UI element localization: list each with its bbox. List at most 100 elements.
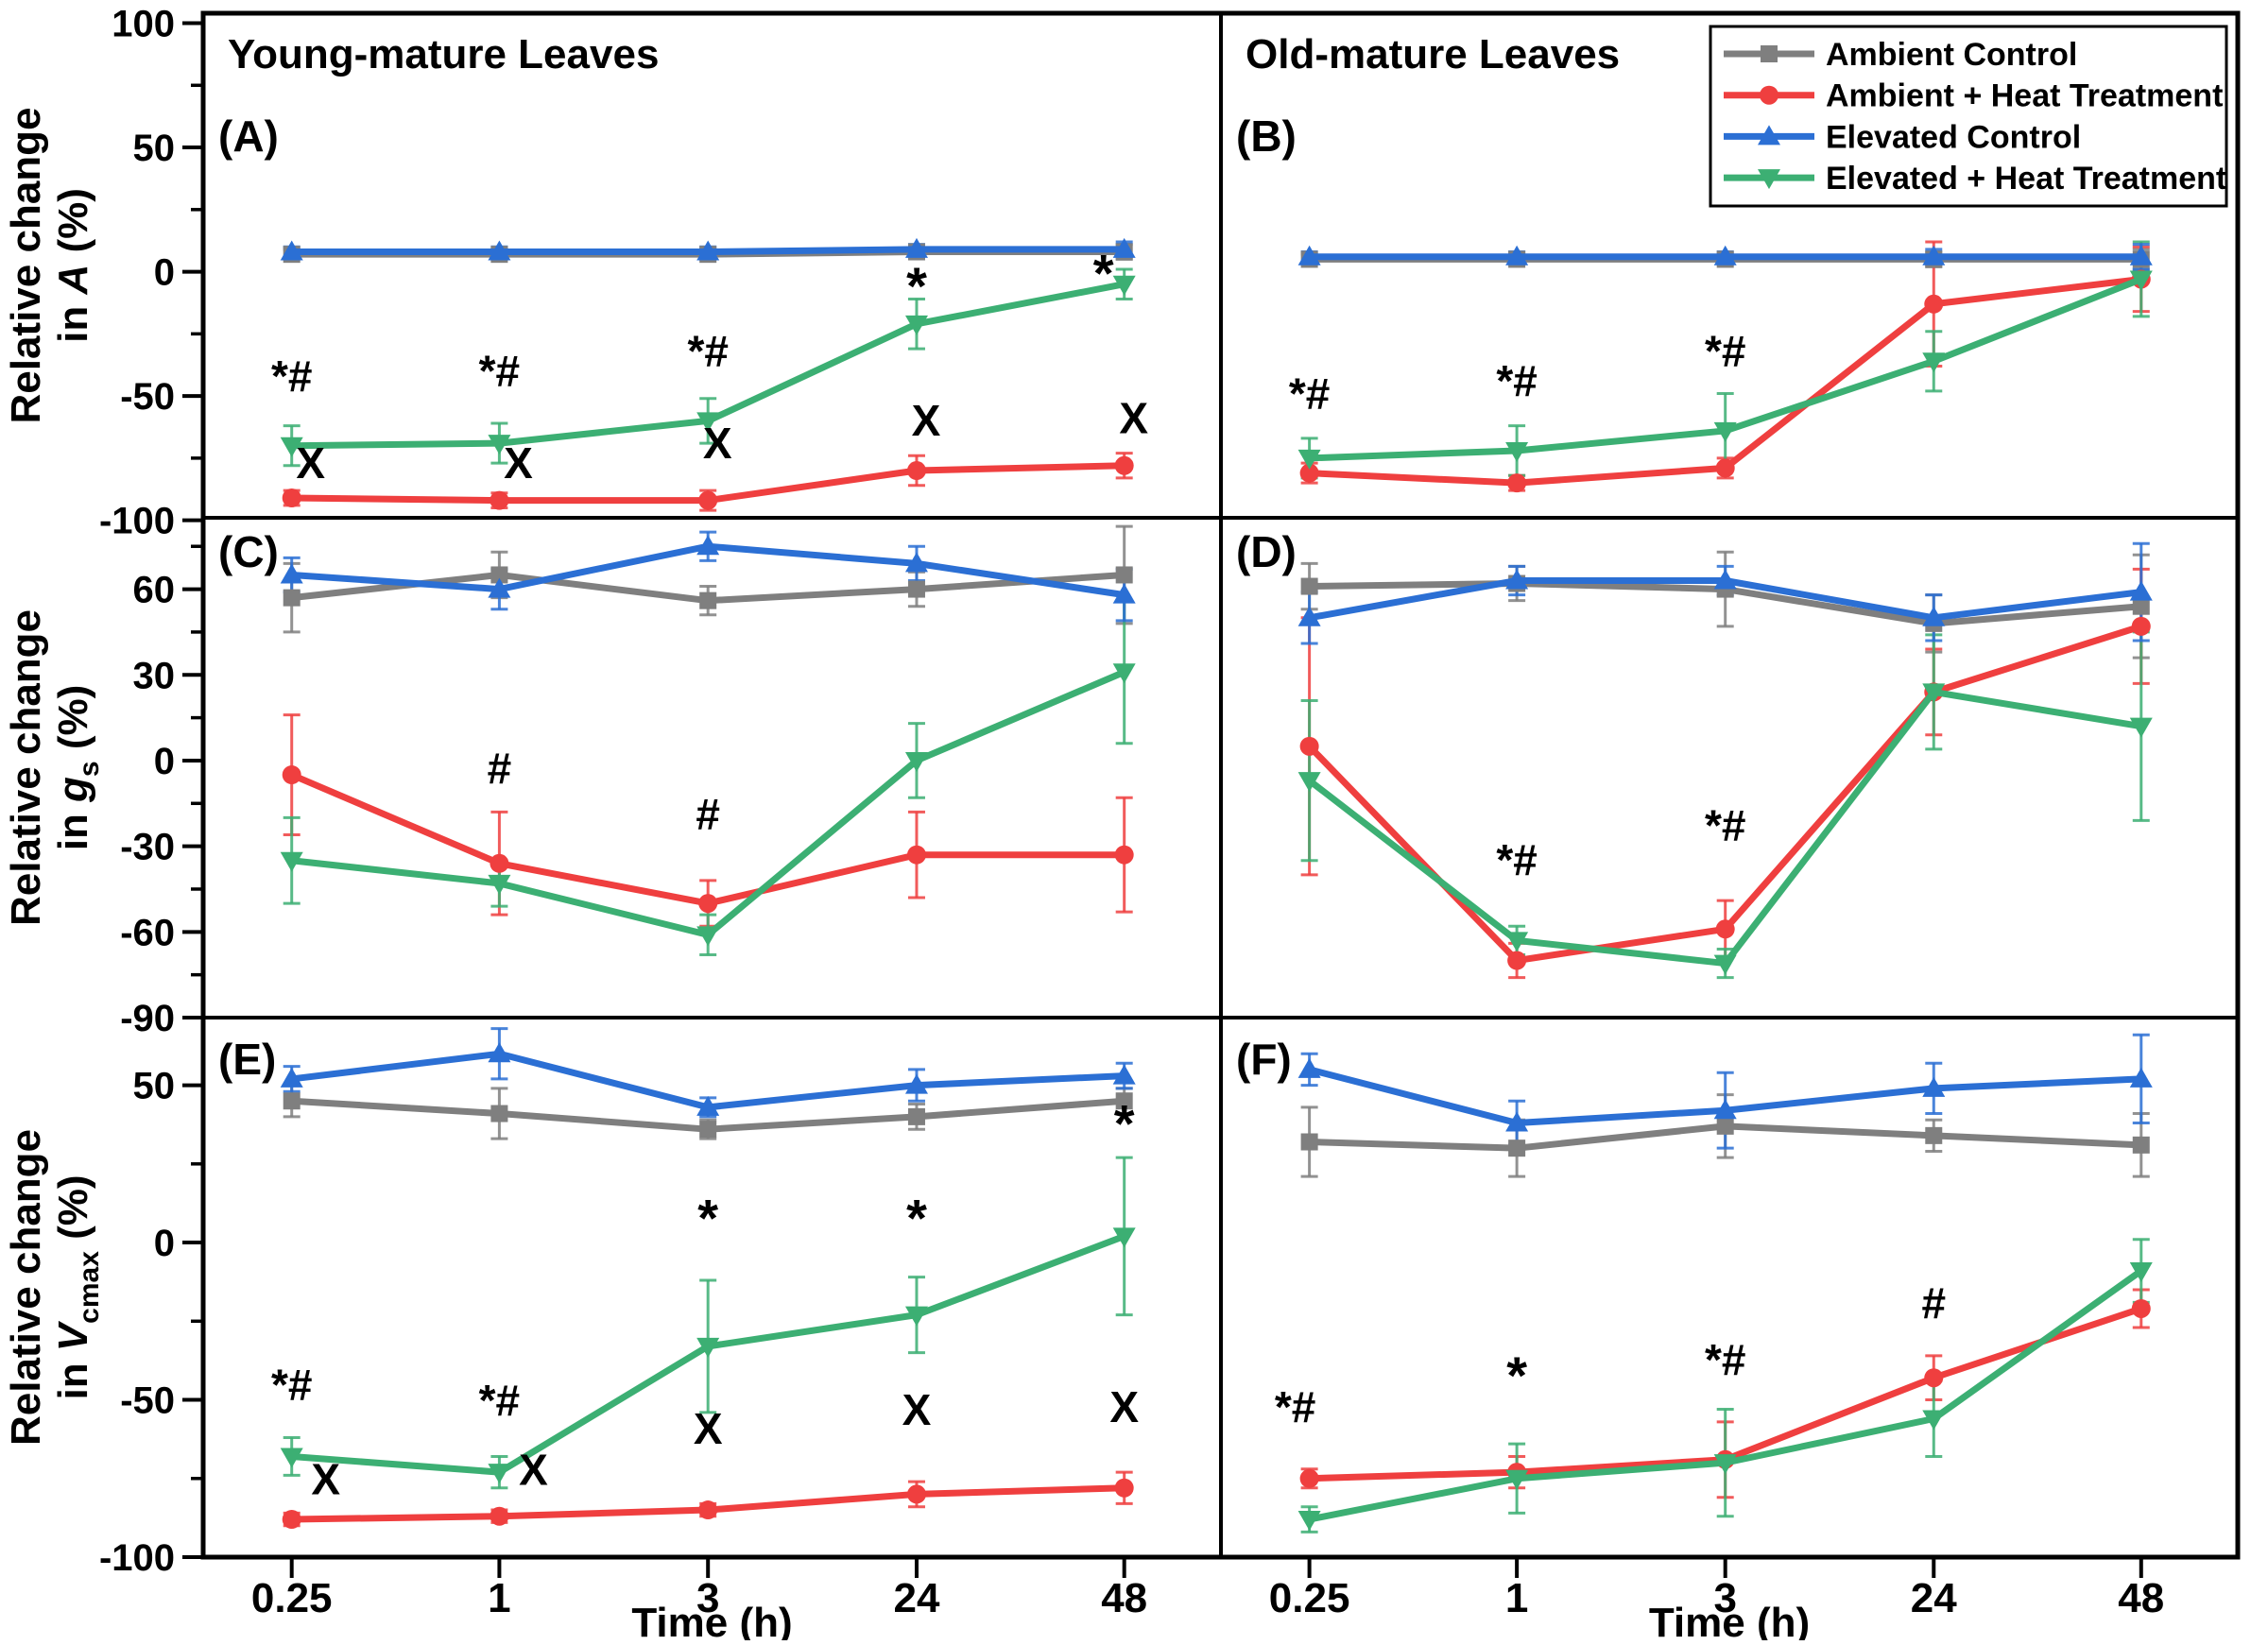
triangle-up-marker: [280, 240, 303, 261]
x-tick-label: 3: [696, 1575, 719, 1621]
triangle-up-marker: [1505, 569, 1529, 590]
triangle-up-marker: [1505, 245, 1529, 266]
y-tick-label: -100: [99, 501, 175, 542]
panel-B-letter: (B): [1236, 111, 1297, 161]
y-tick-label: 0: [154, 1223, 175, 1264]
panel-C: (C) # #: [218, 524, 1136, 956]
legend-label: Ambient + Heat Treatment: [1826, 78, 2223, 114]
significance-annotation: *: [906, 256, 927, 316]
circle-marker: [698, 894, 718, 914]
triangle-up-marker: [1297, 1057, 1321, 1078]
significance-annotation: *#: [1705, 1335, 1745, 1384]
circle-marker: [698, 490, 718, 510]
legend-item-ambient_control: Ambient Control: [1724, 37, 2077, 73]
panel-E: (E) *# *# X X X X X * * *: [218, 1027, 1139, 1530]
triangle-up-marker: [488, 240, 511, 261]
panel-C-elevated_heat-markers: [280, 663, 1136, 947]
triangle-up-marker: [696, 1095, 720, 1116]
significance-annotation: *#: [1705, 327, 1745, 376]
significance-annotation: *: [906, 1188, 927, 1247]
square-marker: [1925, 1126, 1943, 1144]
triangle-up-marker: [1505, 1111, 1529, 1132]
square-marker: [1300, 1133, 1318, 1151]
y-axis-label-row2-line2: in Vcmax (%): [50, 1174, 105, 1399]
triangle-up-marker: [2129, 580, 2153, 601]
significance-annotation: X: [1119, 394, 1148, 443]
triangle-up-marker: [1713, 1099, 1737, 1120]
triangle-up-marker: [1922, 606, 1946, 626]
x-tick-label: 0.25: [251, 1575, 333, 1621]
square-marker: [283, 1092, 301, 1110]
panel-B-title: Old-mature Leaves: [1246, 31, 1620, 77]
panel-F-elevated_heat-errorbars: [1300, 1238, 2150, 1534]
significance-annotation: *: [1114, 1094, 1135, 1154]
panel-F-letter: (F): [1236, 1035, 1292, 1084]
significance-annotation: *: [697, 1188, 718, 1247]
triangle-up-marker: [488, 1042, 511, 1063]
triangle-down-marker: [696, 1337, 720, 1358]
triangle-up-marker: [696, 240, 720, 261]
triangle-down-marker: [1713, 1454, 1737, 1475]
square-marker: [1115, 1092, 1133, 1110]
circle-marker: [1924, 1368, 1944, 1388]
circle-marker: [2131, 616, 2151, 636]
y-tick-label: -60: [120, 912, 175, 953]
significance-annotation: X: [519, 1445, 548, 1494]
triangle-up-marker: [1112, 237, 1136, 258]
significance-annotation: *#: [1496, 835, 1537, 884]
significance-annotation: *#: [271, 351, 312, 401]
x-tick-label: 24: [1911, 1575, 1957, 1621]
triangle-up-marker: [904, 552, 928, 573]
square-marker: [1508, 1140, 1526, 1157]
circle-marker: [490, 1506, 509, 1526]
triangle-down-marker: [904, 751, 928, 772]
panel-A-elevated_heat-markers: [280, 275, 1136, 457]
triangle-down-marker: [2129, 270, 2153, 291]
panel-C-ambient_control-markers: [283, 566, 1133, 609]
circle-marker: [906, 845, 926, 865]
y-tick-label: 50: [133, 1066, 176, 1107]
significance-annotation: X: [296, 438, 325, 488]
square-marker: [699, 591, 717, 609]
triangle-down-marker: [1713, 421, 1737, 442]
panel-C-elevated_control-markers: [280, 535, 1136, 604]
y-tick-label: -50: [120, 376, 175, 418]
panel-B-elevated_heat-markers: [1297, 270, 2153, 470]
triangle-down-marker: [696, 926, 720, 947]
triangle-down-marker: [488, 1464, 511, 1484]
triangle-up-marker: [280, 563, 303, 584]
triangle-down-marker: [1505, 441, 1529, 462]
y-tick-label: 50: [133, 128, 176, 169]
triangle-down-marker: [1922, 1410, 1946, 1431]
triangle-down-marker: [1297, 772, 1321, 793]
legend-label: Elevated Control: [1826, 119, 2081, 155]
x-tick-label: 0.25: [1269, 1575, 1350, 1621]
circle-marker: [1760, 85, 1778, 105]
panel-A-elevated_control-markers: [280, 237, 1136, 261]
significance-annotation: *: [1506, 1345, 1527, 1405]
y-tick-label: 60: [133, 570, 176, 611]
triangle-up-marker: [904, 237, 928, 258]
panel-A-letter: (A): [218, 111, 279, 161]
significance-annotation: #: [696, 789, 720, 838]
y-tick-label: -50: [120, 1380, 175, 1422]
triangle-down-marker: [1505, 1469, 1529, 1490]
panel-A: (A) Young-mature Leaves *# *# *# * * X X X X X: [218, 31, 1148, 512]
circle-marker: [1114, 455, 1134, 475]
circle-marker: [490, 490, 509, 510]
triangle-down-marker: [280, 437, 303, 457]
circle-marker: [282, 488, 301, 507]
triangle-up-marker: [904, 1073, 928, 1094]
legend-item-elevated_heat: Elevated + Heat Treatment: [1724, 161, 2226, 197]
panel-B-ambient_heat-markers: [1299, 269, 2151, 493]
circle-marker: [1299, 463, 1319, 483]
triangle-up-marker: [1297, 606, 1321, 626]
triangle-down-marker: [1112, 663, 1136, 684]
legend: Ambient Control Ambient + Heat Treatment E…: [1709, 25, 2228, 208]
significance-annotation: *#: [687, 327, 728, 376]
panel-E-ambient_control-markers: [283, 1092, 1133, 1139]
panel-E-elevated_control-markers: [280, 1042, 1136, 1116]
significance-annotation: X: [311, 1454, 340, 1503]
x-axis-label: Time (h): [631, 1600, 792, 1640]
